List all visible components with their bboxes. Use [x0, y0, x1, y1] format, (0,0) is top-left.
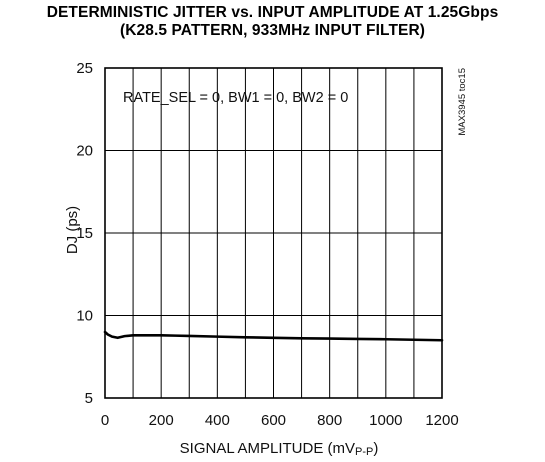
chart-subtitle: (K28.5 PATTERN, 933MHz INPUT FILTER) — [119, 22, 426, 39]
annotation-label: RATE_SEL = 0, BW1 = 0, BW2 = 0 — [123, 90, 348, 106]
y-tick-labels: 5 10 15 20 25 — [76, 60, 93, 407]
series-line — [103, 330, 444, 342]
y-tick-label: 15 — [76, 225, 93, 242]
x-axis-label-sub: P-P — [355, 446, 373, 458]
y-axis-label: DJ (ps) — [64, 206, 81, 254]
chart-title: DETERMINISTIC JITTER vs. INPUT AMPLITUDE… — [46, 4, 499, 21]
x-tick-label: 1200 — [425, 412, 458, 429]
x-tick-labels: 0 200 400 600 800 1000 1200 — [101, 412, 459, 429]
x-tick-label: 200 — [149, 412, 174, 429]
x-axis-label-close: ) — [373, 440, 378, 457]
x-tick-label: 800 — [317, 412, 342, 429]
y-tick-label: 25 — [76, 60, 93, 77]
x-tick-label: 1000 — [369, 412, 402, 429]
x-axis-label: SIGNAL AMPLITUDE (mVP-P) — [180, 440, 379, 458]
part-code-label: MAX3945 toc15 — [457, 68, 468, 136]
x-axis-label-main: SIGNAL AMPLITUDE (mV — [180, 440, 355, 457]
y-tick-label: 20 — [76, 143, 93, 160]
x-tick-label: 400 — [205, 412, 230, 429]
x-tick-label: 600 — [261, 412, 286, 429]
x-tick-label: 0 — [101, 412, 109, 429]
y-tick-label: 10 — [76, 308, 93, 325]
plot-frame — [104, 67, 443, 399]
y-tick-label: 5 — [85, 390, 93, 407]
grid — [105, 68, 442, 398]
